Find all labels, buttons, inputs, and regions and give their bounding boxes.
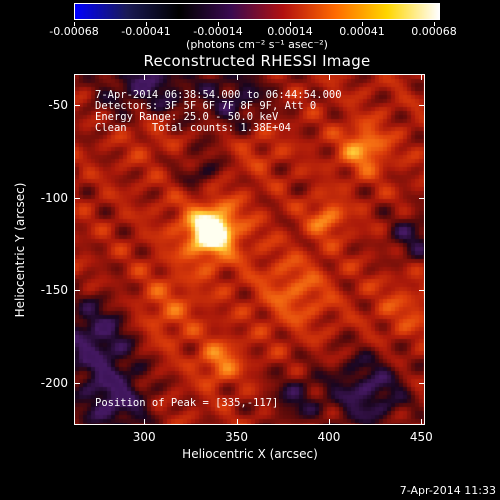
x-tick	[144, 419, 146, 425]
colorbar-tick-label: 0.00014	[267, 25, 313, 38]
x-tick-label: 450	[409, 430, 433, 444]
x-tick-label: 300	[132, 430, 156, 444]
image-title: Reconstructed RHESSI Image	[143, 52, 371, 70]
colorbar-tick	[434, 22, 435, 26]
y-tick	[74, 290, 80, 292]
y-tick	[74, 105, 80, 107]
colorbar-tick	[290, 22, 291, 26]
y-tick	[419, 382, 425, 384]
heatmap-canvas	[75, 75, 424, 424]
x-tick	[421, 419, 423, 425]
peak-position-text: Position of Peak = [335,-117]	[95, 397, 279, 409]
x-tick	[328, 74, 330, 80]
y-tick	[419, 290, 425, 292]
colorbar-tick	[218, 22, 219, 26]
x-tick	[421, 74, 423, 80]
x-tick-label: 400	[317, 430, 341, 444]
colorbar-tick-label: -0.00041	[121, 25, 171, 38]
colorbar-tick	[362, 22, 363, 26]
colorbar-units: (photons cm⁻² s⁻¹ asec⁻²)	[186, 38, 328, 51]
y-tick-label: -100	[40, 190, 68, 205]
y-tick-label: -150	[40, 283, 68, 298]
time-range-text: 7-Apr-2014 06:38:54.000 to 06:44:54.000	[95, 89, 342, 101]
x-tick	[236, 74, 238, 80]
colorbar-tick-label: 0.00041	[339, 25, 385, 38]
y-tick	[74, 382, 80, 384]
detectors-text: Detectors: 3F 5F 6F 7F 8F 9F, Att 0	[95, 100, 317, 112]
x-tick	[144, 74, 146, 80]
colorbar-tick	[74, 22, 75, 26]
y-tick-label: -200	[40, 375, 68, 390]
colorbar-tick-label: -0.00068	[49, 25, 99, 38]
y-tick	[74, 197, 80, 199]
x-axis-label: Heliocentric X (arcsec)	[182, 447, 318, 461]
colorbar-tick	[146, 22, 147, 26]
x-tick	[328, 419, 330, 425]
energy-range-text: Energy Range: 25.0 - 50.0 keV	[95, 111, 279, 123]
x-tick	[236, 419, 238, 425]
colorbar	[74, 3, 440, 20]
y-tick	[419, 105, 425, 107]
rhessi-image: 7-Apr-2014 06:38:54.000 to 06:44:54.000 …	[74, 74, 425, 425]
clean-counts-text: Clean Total counts: 1.38E+04	[95, 122, 291, 134]
footer-timestamp: 7-Apr-2014 11:33	[399, 484, 496, 497]
y-axis-label: Heliocentric Y (arcsec)	[13, 182, 27, 318]
y-tick	[419, 197, 425, 199]
x-tick-label: 350	[225, 430, 249, 444]
colorbar-tick-label: 0.00068	[411, 25, 457, 38]
colorbar-tick-label: -0.00014	[193, 25, 243, 38]
y-tick-label: -50	[48, 98, 68, 113]
